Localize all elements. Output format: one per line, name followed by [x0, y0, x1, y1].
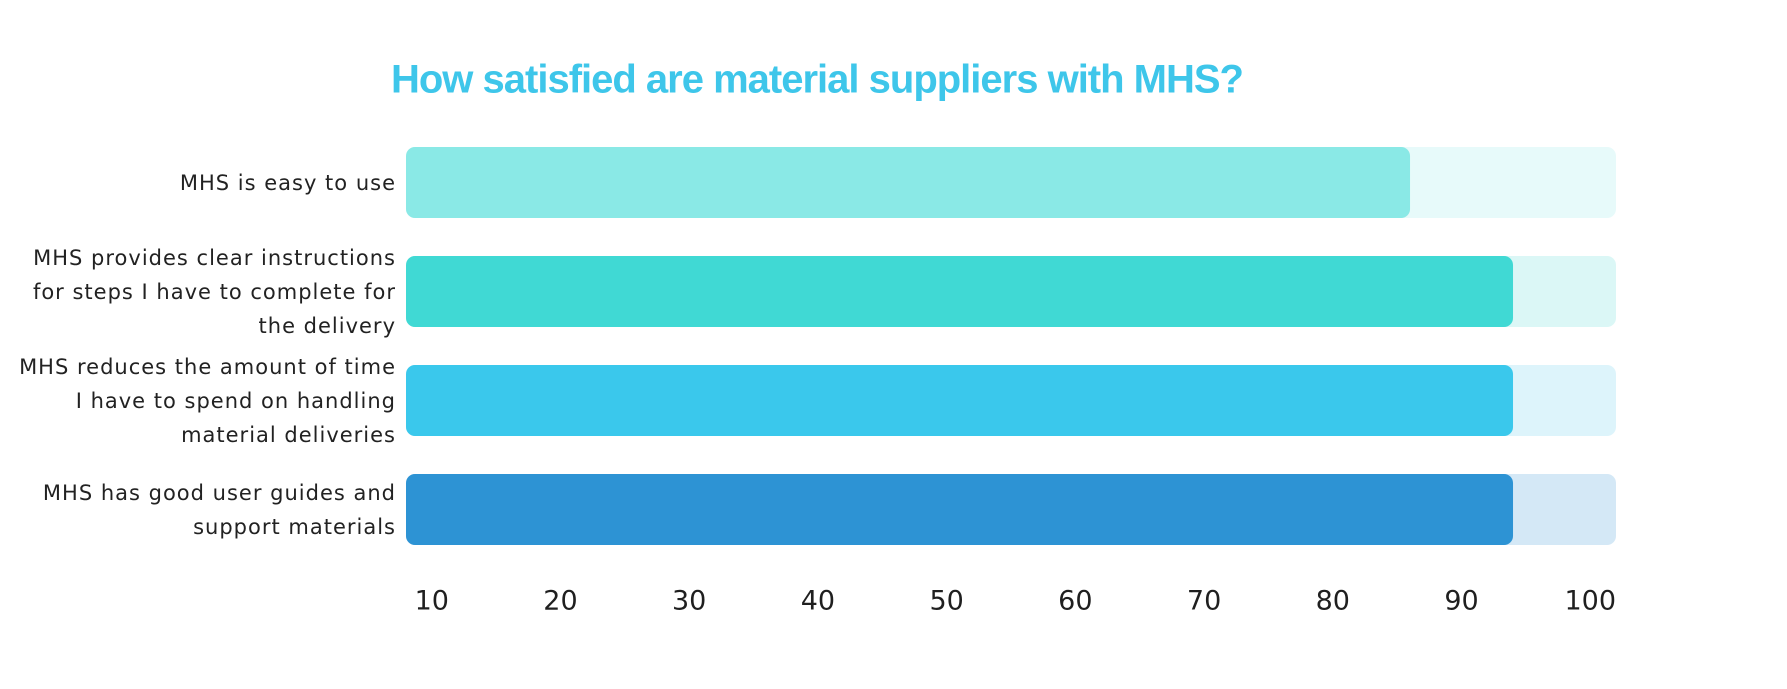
x-tick-label: 70	[1187, 586, 1221, 617]
x-tick-label: 80	[1316, 586, 1350, 617]
y-tick-label: MHS provides clear instructions for step…	[32, 245, 396, 338]
x-tick-label: 20	[543, 586, 577, 617]
x-tick-label: 50	[929, 586, 963, 617]
bar	[406, 474, 1514, 545]
x-tick-label: 30	[672, 586, 706, 617]
x-tick-label: 90	[1444, 586, 1478, 617]
y-tick-label: MHS has good user guides and support mat…	[42, 480, 396, 539]
chart-title: How satisfied are material suppliers wit…	[391, 58, 1243, 102]
y-tick-label: MHS is easy to use	[179, 170, 396, 195]
x-tick-label: 40	[801, 586, 835, 617]
x-tick-label: 100	[1564, 586, 1616, 617]
bar	[406, 147, 1411, 218]
bar	[406, 256, 1514, 327]
x-tick-label: 10	[415, 586, 449, 617]
y-tick-label: MHS reduces the amount of time I have to…	[19, 354, 396, 447]
x-tick-label: 60	[1058, 586, 1092, 617]
bar	[406, 365, 1514, 436]
